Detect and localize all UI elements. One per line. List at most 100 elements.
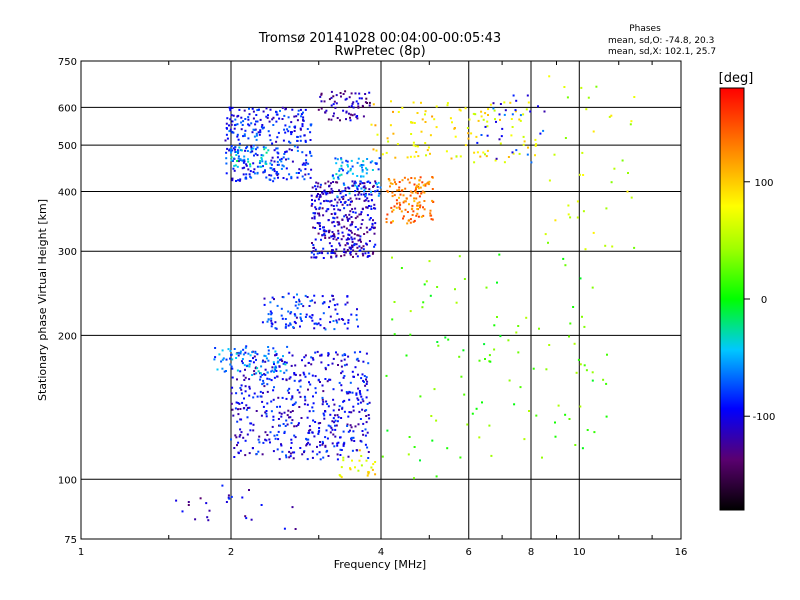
data-point	[394, 181, 396, 184]
data-point	[248, 107, 250, 110]
data-point	[233, 169, 236, 172]
data-point	[352, 184, 355, 187]
data-point	[260, 414, 263, 417]
data-point	[362, 379, 365, 382]
data-point	[365, 396, 368, 399]
data-point	[633, 246, 636, 249]
data-point	[313, 435, 316, 438]
data-point	[349, 253, 352, 256]
data-point	[368, 101, 371, 104]
data-point	[358, 449, 361, 452]
data-point	[253, 172, 256, 175]
data-point	[272, 124, 275, 126]
data-point	[356, 246, 359, 249]
data-point	[446, 447, 449, 450]
data-point	[257, 370, 260, 373]
data-point	[223, 370, 226, 373]
data-point	[435, 419, 438, 422]
data-point	[416, 204, 419, 207]
data-point	[467, 132, 470, 135]
data-point	[377, 181, 380, 184]
data-point	[368, 193, 371, 196]
data-point	[238, 435, 241, 438]
data-point	[393, 333, 396, 336]
data-point	[410, 177, 413, 179]
data-point	[289, 455, 292, 458]
x-tick-label: 16	[675, 547, 688, 558]
data-point	[277, 418, 280, 420]
data-point	[289, 411, 292, 414]
data-point	[398, 181, 401, 183]
data-point	[387, 140, 390, 143]
data-point	[495, 120, 497, 123]
data-point	[358, 391, 361, 394]
data-point	[423, 191, 426, 194]
data-point	[319, 324, 322, 327]
data-point	[310, 168, 313, 171]
data-point	[298, 300, 301, 303]
data-point	[362, 160, 365, 163]
data-point	[283, 411, 286, 414]
data-point	[309, 131, 312, 134]
data-point	[352, 249, 355, 252]
data-point	[418, 195, 421, 198]
data-point	[374, 190, 377, 193]
data-point	[378, 157, 381, 160]
data-point	[393, 194, 396, 197]
data-point	[356, 234, 359, 237]
data-point	[389, 185, 391, 188]
data-point	[427, 183, 430, 186]
data-point	[371, 169, 374, 171]
data-point	[515, 149, 518, 152]
data-point	[269, 441, 271, 444]
data-point	[321, 384, 324, 387]
data-point	[499, 103, 502, 105]
data-point	[481, 401, 483, 404]
data-point	[317, 232, 320, 235]
data-point	[310, 356, 313, 359]
data-point	[310, 194, 313, 197]
data-point	[291, 410, 294, 412]
data-point	[281, 450, 284, 453]
data-point	[576, 216, 579, 219]
data-point	[253, 154, 255, 157]
data-point	[330, 256, 333, 259]
data-point	[315, 181, 318, 184]
data-point	[361, 169, 364, 171]
data-point	[322, 390, 325, 393]
data-point	[314, 387, 317, 390]
data-point	[326, 449, 329, 452]
data-point	[364, 428, 367, 431]
data-point	[423, 283, 426, 286]
data-point	[269, 139, 272, 142]
data-point	[355, 318, 358, 321]
data-point	[319, 194, 322, 196]
data-point	[392, 209, 395, 211]
data-point	[253, 392, 256, 395]
data-point	[357, 325, 359, 328]
data-point	[503, 101, 506, 104]
data-point	[608, 115, 611, 118]
data-point	[322, 456, 325, 459]
data-point	[276, 357, 279, 360]
data-point	[346, 242, 349, 245]
data-point	[515, 99, 518, 102]
data-point	[356, 308, 358, 311]
data-point	[214, 356, 217, 359]
data-point	[584, 248, 587, 251]
data-point	[363, 185, 366, 188]
data-point	[302, 119, 304, 122]
data-point	[247, 123, 250, 126]
data-point	[342, 93, 345, 95]
data-point	[365, 376, 368, 379]
data-point	[373, 232, 376, 235]
data-point	[422, 184, 425, 187]
data-point	[428, 180, 431, 183]
data-point	[392, 132, 395, 135]
data-point	[273, 160, 276, 163]
data-point	[351, 391, 354, 394]
data-point	[194, 518, 197, 521]
data-point	[268, 378, 271, 381]
data-point	[352, 405, 355, 408]
